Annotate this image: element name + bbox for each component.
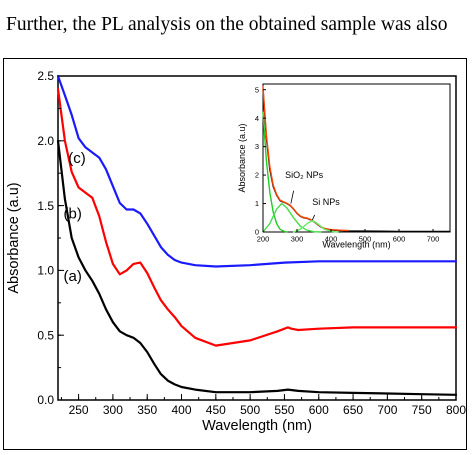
main-x-tick-label: 400 [172, 403, 192, 417]
main-x-tick-label: 250 [69, 403, 89, 417]
main-x-tick-label: 800 [446, 403, 466, 417]
inset-x-tick-label: 700 [427, 235, 440, 244]
main-x-tick-label: 450 [206, 403, 226, 417]
inset-series-line-2 [262, 111, 288, 233]
main-y-tick-label: 1.5 [37, 199, 54, 213]
main-x-tick-label: 350 [137, 403, 157, 417]
inset-y-tick-label: 2 [255, 171, 259, 180]
inset-x-axis-label: Wavelength (nm) [322, 240, 390, 250]
annotation-si-pointer [311, 214, 316, 221]
annotation-si: Si NPs [312, 197, 340, 207]
inset-x-tick-label: 200 [257, 235, 270, 244]
series-label-c: (c) [68, 150, 86, 167]
annotation-sio2: SiO₂ NPs [285, 170, 323, 180]
inset-plot-area [262, 83, 451, 233]
main-y-tick-label: 2.5 [37, 69, 54, 83]
inset-series-line-4 [292, 219, 339, 233]
inset-x-tick-label: 400 [325, 235, 338, 244]
caption-text: Further, the PL analysis on the obtained… [6, 14, 448, 35]
inset-y-tick-label: 1 [255, 199, 259, 208]
main-x-axis-label: Wavelength (nm) [202, 418, 312, 434]
series-label-a: (a) [63, 268, 81, 285]
inset-y-tick-label: 0 [255, 228, 259, 237]
main-y-axis-label: Absorbance (a.u) [6, 182, 22, 293]
main-x-tick-label: 600 [309, 403, 329, 417]
annotation-sio2-pointer [290, 190, 294, 204]
main-series-line-0 [56, 139, 458, 396]
main-y-tick-label: 0.0 [37, 393, 54, 407]
series-label-b: (b) [63, 206, 81, 223]
inset-x-tick-label: 300 [291, 235, 304, 244]
inset-x-tick-label: 600 [393, 235, 406, 244]
main-x-tick-label: 500 [240, 403, 260, 417]
main-x-tick-label: 650 [343, 403, 363, 417]
main-x-tick-label: 300 [103, 403, 123, 417]
figure-frame [3, 58, 467, 450]
main-x-tick-label: 700 [377, 403, 397, 417]
main-y-tick-label: 2.0 [37, 134, 54, 148]
inset-y-tick-label: 5 [255, 85, 259, 94]
inset-y-axis-label: Absorbance (a.u) [237, 123, 247, 192]
inset-series-line-3 [262, 202, 322, 233]
inset-plot: 200 300 400 500 600 700 0 1 2 3 4 5 Wavelength (nm) A… [237, 83, 451, 250]
main-series-line-2 [56, 74, 458, 268]
main-x-tick-label: 550 [274, 403, 294, 417]
main-x-tick-label: 750 [412, 403, 432, 417]
inset-y-tick-label: 4 [255, 114, 259, 123]
main-series-line-1 [56, 87, 458, 347]
inset-x-tick-label: 500 [359, 235, 372, 244]
inset-y-tick-label: 3 [255, 142, 259, 151]
main-y-tick-label: 1.0 [37, 264, 54, 278]
main-y-tick-label: 0.5 [37, 328, 54, 342]
